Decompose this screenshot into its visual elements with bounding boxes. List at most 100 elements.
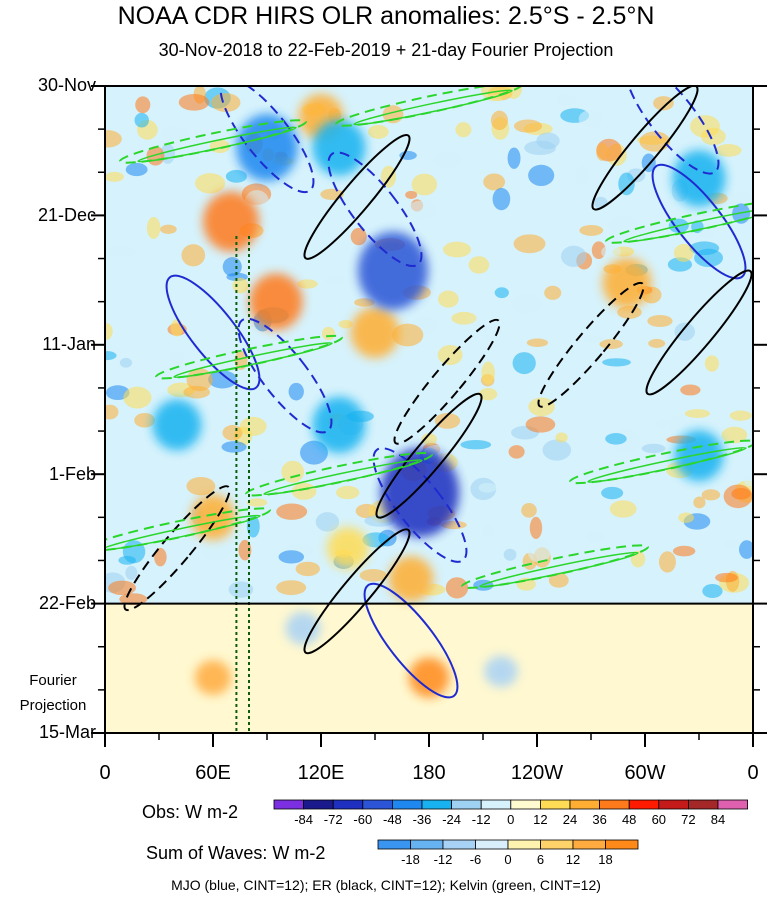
waves-colorbar-swatch (442, 839, 476, 850)
waves-colorbar-swatch (475, 839, 509, 850)
anomaly-texture-blob (108, 580, 137, 596)
anomaly-texture-blob (391, 323, 424, 347)
anomaly-texture-blob (183, 385, 211, 399)
wave-contours (105, 86, 753, 699)
anomaly-texture-blob (154, 547, 167, 567)
anomaly-texture-blob (278, 550, 305, 564)
anomaly-feature (674, 430, 724, 482)
y-tick-label: 21-Dec (37, 205, 96, 225)
anomaly-texture-blob (134, 413, 156, 428)
anomaly-texture-blob (702, 584, 723, 599)
obs-colorbar-swatch (569, 799, 601, 810)
anomaly-texture-blob (338, 319, 353, 329)
obs-colorbar-tick-label: 72 (681, 812, 696, 827)
waves-colorbar-swatch (605, 839, 639, 850)
obs-colorbar-swatch (658, 799, 689, 810)
anomaly-texture-blob (246, 498, 268, 507)
obs-colorbar-swatch (480, 799, 512, 810)
anomaly-texture-blob (544, 285, 562, 300)
obs-colorbar-tick-label: 60 (651, 812, 667, 827)
anomaly-texture-blob (380, 165, 397, 188)
wave-contour-mjo (624, 86, 720, 175)
anomaly-texture-blob (505, 86, 523, 99)
waves-colorbar-swatch (377, 839, 411, 850)
anomaly-texture-blob (125, 565, 138, 580)
anomaly-texture-blob (295, 561, 320, 577)
obs-colorbar-swatch (628, 799, 660, 810)
x-tick-label: 180 (412, 762, 446, 784)
anomaly-feature (327, 527, 369, 570)
anomaly-texture-blob (321, 326, 336, 341)
anomaly-texture-blob (170, 319, 184, 337)
anomaly-texture-blob (479, 387, 498, 401)
anomaly-texture-blob (555, 432, 568, 443)
waves-colorbar-tick-label: 0 (504, 852, 512, 867)
waves-colorbar-swatch (572, 839, 606, 850)
anomaly-feature (236, 114, 298, 182)
anomaly-texture-blob (160, 224, 177, 234)
anomaly-texture-blob (451, 311, 477, 325)
fourier-label-line1: Fourier (29, 672, 77, 689)
anomaly-texture-blob (186, 476, 216, 496)
obs-colorbar-tick-label: 48 (621, 812, 637, 827)
anomaly-texture-blob (367, 124, 389, 139)
obs-colorbar-swatch (510, 799, 541, 810)
y-tick-label: 22-Feb (38, 593, 96, 613)
anomaly-texture-blob (434, 412, 461, 429)
chart-title: NOAA CDR HIRS OLR anomalies: 2.5°S - 2.5… (117, 2, 655, 30)
anomaly-texture-blob (673, 243, 694, 262)
anomaly-texture-blob (731, 488, 751, 500)
anomaly-texture-blob (119, 357, 133, 368)
anomaly-texture-blob (601, 486, 624, 500)
anomaly-texture-blob (478, 482, 497, 493)
obs-colorbar-title: Obs: W m-2 (142, 802, 239, 822)
anomaly-feature (350, 306, 400, 358)
anomaly-texture-blob (445, 577, 469, 599)
wave-contour-er (645, 269, 753, 396)
anomaly-texture-blob (513, 119, 543, 133)
anomaly-texture-blob (105, 130, 122, 148)
anomaly-texture-blob (674, 322, 695, 341)
waves-colorbar-tick-label: 18 (598, 852, 613, 867)
wave-contour-mjo (651, 163, 747, 280)
anomaly-texture-blob (721, 426, 748, 444)
anomaly-feature (312, 119, 366, 176)
anomaly-texture-blob (694, 248, 724, 268)
y-tick-label: 1-Feb (48, 464, 96, 484)
anomaly-texture-blob (300, 440, 328, 465)
anomaly-feature (312, 396, 366, 454)
obs-colorbar-tick-label: -24 (442, 812, 461, 827)
anomaly-feature (194, 660, 232, 695)
anomaly-texture-blob (527, 539, 551, 563)
anomaly-texture-blob (490, 110, 508, 131)
anomaly-texture-blob (508, 445, 525, 459)
anomaly-texture-blob (512, 352, 536, 375)
anomaly-texture-blob (715, 572, 738, 583)
fourier-projection-label: Fourier Projection (8, 668, 98, 718)
anomaly-texture-blob (574, 164, 589, 186)
waves-colorbar-title: Sum of Waves: W m-2 (146, 843, 326, 863)
anomaly-texture-blob (326, 275, 345, 286)
anomaly-texture-blob (528, 164, 555, 187)
anomaly-texture-blob (639, 131, 671, 152)
obs-colorbar-tick-label: 84 (710, 812, 726, 827)
anomaly-texture-blob (680, 384, 701, 396)
anomaly-texture-blob (653, 96, 674, 111)
anomaly-texture-blob (658, 551, 676, 573)
anomaly-texture-blob (288, 382, 304, 401)
anomaly-texture-blob (146, 216, 161, 239)
anomaly-texture-blob (521, 503, 537, 518)
anomaly-texture-blob (593, 196, 608, 209)
anomaly-texture-blob (526, 338, 549, 347)
anomaly-feature (249, 273, 303, 330)
anomaly-texture-blob (168, 350, 184, 366)
anomaly-texture-blob (123, 386, 152, 409)
anomaly-texture-blob (460, 440, 492, 450)
anomaly-texture-blob (492, 187, 511, 211)
anomaly-texture-blob (579, 224, 604, 236)
anomaly-texture-blob (483, 173, 506, 191)
anomaly-texture-blob (455, 122, 472, 138)
wave-contour-mjo (327, 151, 423, 268)
anomaly-feature (408, 657, 450, 698)
anomaly-texture-blob (648, 338, 666, 348)
